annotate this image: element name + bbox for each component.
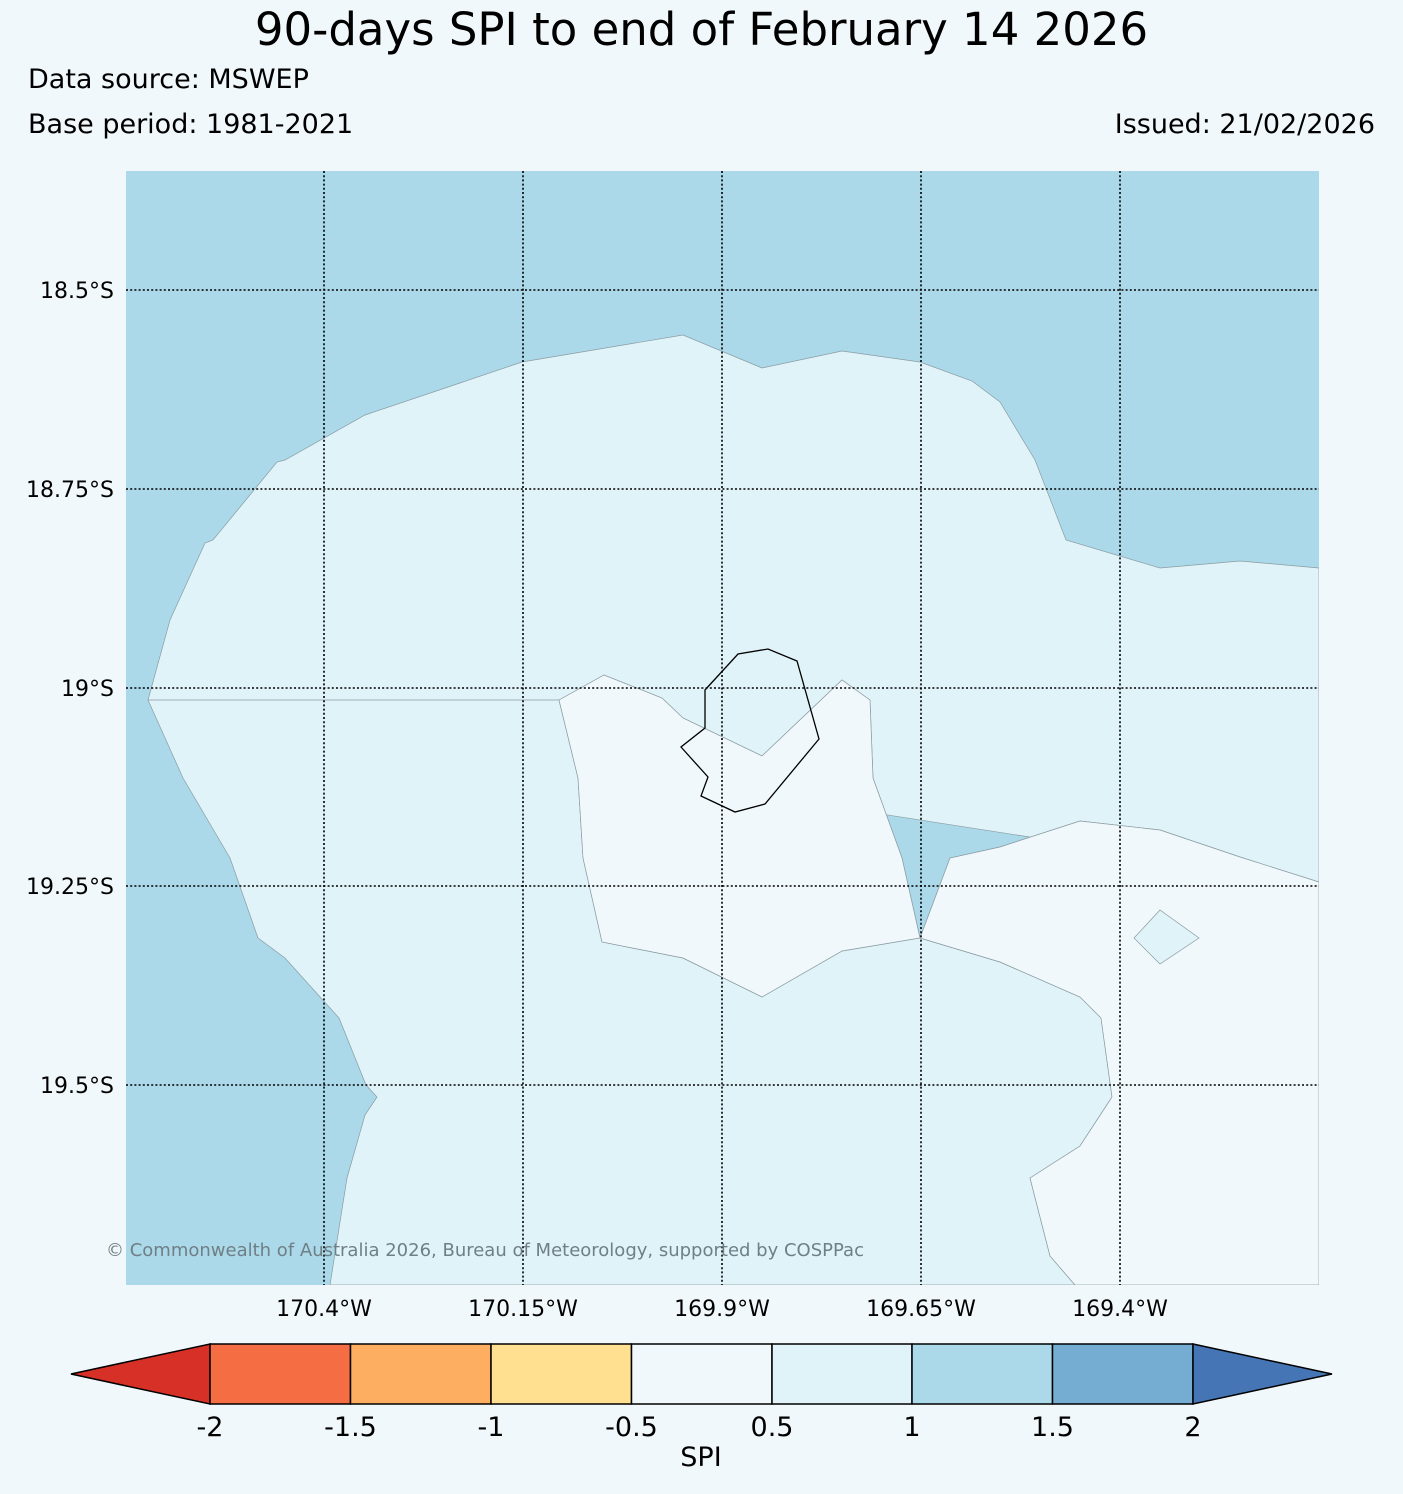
colorbar-tick-1-5: 1.5 [1031, 1412, 1074, 1443]
colorbar-segment-below-neg2 [70, 1343, 211, 1405]
map-area [126, 171, 1319, 1285]
colorbar [70, 1343, 1333, 1405]
lon-label-169-65: 169.65°W [866, 1297, 976, 1322]
spi-region-neutral [558, 674, 921, 998]
lon-label-169-4: 169.4°W [1072, 1297, 1168, 1322]
colorbar-tick-neg2: -2 [197, 1412, 224, 1443]
map-title: 90-days SPI to end of February 14 2026 [254, 3, 1149, 56]
lat-label-18-75: 18.75°S [26, 478, 114, 503]
longitude-labels: 170.4°W 170.15°W 169.9°W 169.65°W 169.4°… [276, 1297, 1168, 1322]
lat-label-19-25: 19.25°S [26, 875, 114, 900]
colorbar-tick-neg1-5: -1.5 [324, 1412, 377, 1443]
lat-label-18-5: 18.5°S [40, 279, 114, 304]
lon-label-170-4: 170.4°W [276, 1297, 372, 1322]
colorbar-segment-1-1-5 [911, 1343, 1054, 1405]
lon-label-170-15: 170.15°W [468, 1297, 578, 1322]
data-source-text: Data source: MSWEP [28, 64, 309, 95]
colorbar-segment-neg1-5-neg1 [349, 1343, 492, 1405]
colorbar-ticks: -2 -1.5 -1 -0.5 0.5 1 1.5 2 [197, 1412, 1202, 1443]
colorbar-segment-0-5-1 [771, 1343, 913, 1405]
colorbar-tick-1: 1 [903, 1412, 920, 1443]
island-coastline [680, 648, 820, 813]
lon-label-169-9: 169.9°W [674, 1297, 770, 1322]
colorbar-segment-above-2 [1192, 1343, 1333, 1405]
copyright-text: © Commonwealth of Australia 2026, Bureau… [106, 1240, 864, 1261]
lat-label-19-5: 19.5°S [40, 1074, 114, 1099]
lat-label-19: 19°S [61, 677, 114, 702]
colorbar-tick-neg1: -1 [478, 1412, 505, 1443]
colorbar-label: SPI [680, 1442, 721, 1473]
colorbar-segment-neg1-neg0-5 [490, 1343, 633, 1405]
colorbar-segment-neg0-5-0-5 [630, 1343, 773, 1405]
base-period-text: Base period: 1981-2021 [28, 109, 354, 140]
colorbar-tick-0-5: 0.5 [751, 1412, 794, 1443]
colorbar-segment-1-5-2 [1051, 1343, 1194, 1405]
colorbar-tick-neg0-5: -0.5 [605, 1412, 658, 1443]
colorbar-segment-neg2-neg1-5 [209, 1343, 352, 1405]
latitude-labels: 18.5°S 18.75°S 19°S 19.25°S 19.5°S [26, 279, 114, 1099]
colorbar-tick-2: 2 [1184, 1412, 1201, 1443]
issued-date-text: Issued: 21/02/2026 [1114, 109, 1375, 140]
spi-region-small-patch [1133, 909, 1200, 965]
graticule [126, 171, 1319, 1285]
